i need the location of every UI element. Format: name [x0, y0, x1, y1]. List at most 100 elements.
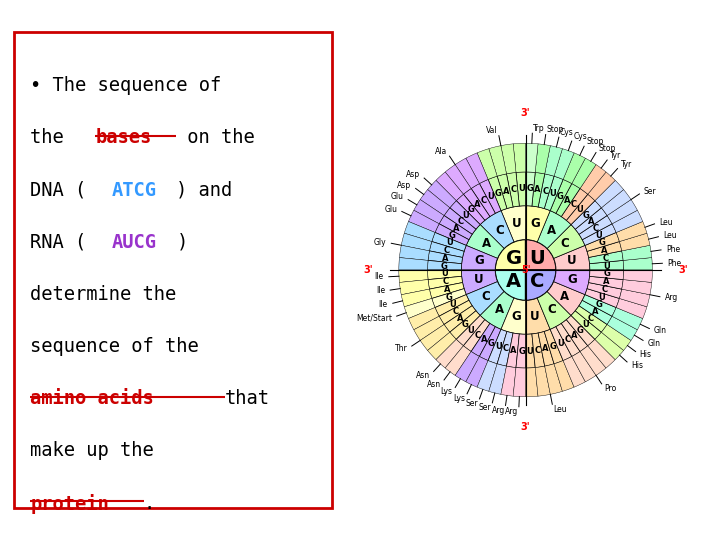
Text: U: U	[598, 293, 606, 302]
Wedge shape	[624, 270, 652, 282]
Text: C: C	[542, 187, 549, 196]
Wedge shape	[506, 333, 519, 368]
Wedge shape	[404, 299, 435, 319]
Wedge shape	[595, 332, 624, 360]
Wedge shape	[455, 158, 480, 188]
Text: Lys: Lys	[453, 394, 465, 403]
Text: G: G	[487, 339, 495, 348]
Text: A: A	[560, 290, 570, 303]
Wedge shape	[456, 194, 485, 225]
Text: A: A	[601, 246, 608, 255]
Text: C: C	[474, 330, 480, 340]
Wedge shape	[516, 172, 526, 206]
Wedge shape	[506, 172, 519, 207]
Wedge shape	[444, 306, 476, 332]
Wedge shape	[585, 233, 619, 251]
Wedge shape	[579, 300, 612, 325]
Wedge shape	[432, 289, 467, 307]
Wedge shape	[587, 282, 622, 299]
Text: A: A	[444, 285, 450, 294]
Wedge shape	[544, 329, 563, 364]
Wedge shape	[532, 333, 545, 368]
Text: G: G	[557, 192, 564, 201]
Wedge shape	[513, 143, 526, 172]
Wedge shape	[495, 270, 526, 300]
Wedge shape	[575, 306, 607, 332]
Text: U: U	[603, 261, 610, 271]
Wedge shape	[538, 332, 554, 366]
Text: Ala: Ala	[434, 147, 446, 157]
Text: Leu: Leu	[660, 218, 673, 227]
Text: G: G	[518, 347, 525, 355]
Text: G: G	[474, 254, 484, 267]
Text: amino acids: amino acids	[30, 389, 166, 408]
Wedge shape	[535, 144, 550, 174]
Text: U: U	[557, 339, 564, 348]
Wedge shape	[466, 153, 488, 184]
Wedge shape	[400, 245, 429, 260]
Text: U: U	[462, 211, 469, 220]
Wedge shape	[408, 307, 439, 330]
Text: A: A	[603, 278, 609, 286]
Text: Leu: Leu	[663, 231, 677, 240]
Text: bases: bases	[95, 129, 151, 147]
Wedge shape	[436, 172, 464, 201]
Wedge shape	[622, 245, 652, 260]
Text: G: G	[530, 217, 540, 230]
Wedge shape	[489, 364, 506, 394]
Wedge shape	[616, 221, 647, 241]
Wedge shape	[456, 315, 485, 346]
Text: the: the	[30, 129, 76, 147]
Wedge shape	[624, 258, 652, 270]
Wedge shape	[526, 368, 538, 397]
Text: C: C	[481, 196, 487, 205]
Text: Asn: Asn	[427, 380, 441, 389]
Text: Stop: Stop	[598, 144, 616, 153]
Wedge shape	[450, 201, 480, 230]
Text: 3': 3'	[521, 422, 531, 432]
Wedge shape	[480, 211, 514, 248]
Wedge shape	[414, 316, 444, 340]
Text: U: U	[582, 320, 589, 329]
Wedge shape	[445, 346, 471, 375]
Wedge shape	[575, 208, 607, 234]
Wedge shape	[488, 176, 507, 211]
Wedge shape	[428, 251, 462, 264]
Text: U: U	[511, 217, 521, 230]
Text: A: A	[547, 224, 557, 237]
Text: make up the: make up the	[30, 441, 154, 461]
Wedge shape	[513, 368, 526, 397]
Text: G: G	[595, 300, 603, 309]
Text: Glu: Glu	[391, 192, 404, 201]
Text: Asp: Asp	[406, 170, 420, 179]
Wedge shape	[579, 215, 612, 240]
Wedge shape	[471, 184, 495, 217]
Wedge shape	[480, 327, 501, 361]
Text: Arg: Arg	[492, 406, 505, 415]
Wedge shape	[526, 298, 550, 334]
Wedge shape	[601, 325, 631, 350]
Text: A: A	[481, 335, 487, 344]
Wedge shape	[587, 241, 622, 258]
Text: C: C	[534, 346, 541, 355]
Text: A: A	[510, 346, 517, 355]
Text: A: A	[506, 272, 521, 292]
Wedge shape	[467, 225, 504, 258]
Wedge shape	[582, 295, 616, 316]
Wedge shape	[612, 307, 643, 330]
Wedge shape	[450, 310, 480, 339]
Wedge shape	[462, 245, 498, 270]
Text: C: C	[453, 307, 459, 316]
Text: determine the: determine the	[30, 285, 176, 304]
Wedge shape	[544, 176, 563, 211]
Wedge shape	[556, 184, 580, 217]
Text: G: G	[577, 326, 583, 335]
Text: RNA (: RNA (	[30, 233, 86, 252]
Wedge shape	[399, 258, 428, 270]
Text: Trp: Trp	[533, 124, 544, 133]
Wedge shape	[429, 241, 464, 258]
Text: C: C	[457, 217, 464, 226]
Text: A: A	[457, 314, 464, 323]
Text: U: U	[518, 185, 525, 193]
Wedge shape	[401, 233, 432, 251]
